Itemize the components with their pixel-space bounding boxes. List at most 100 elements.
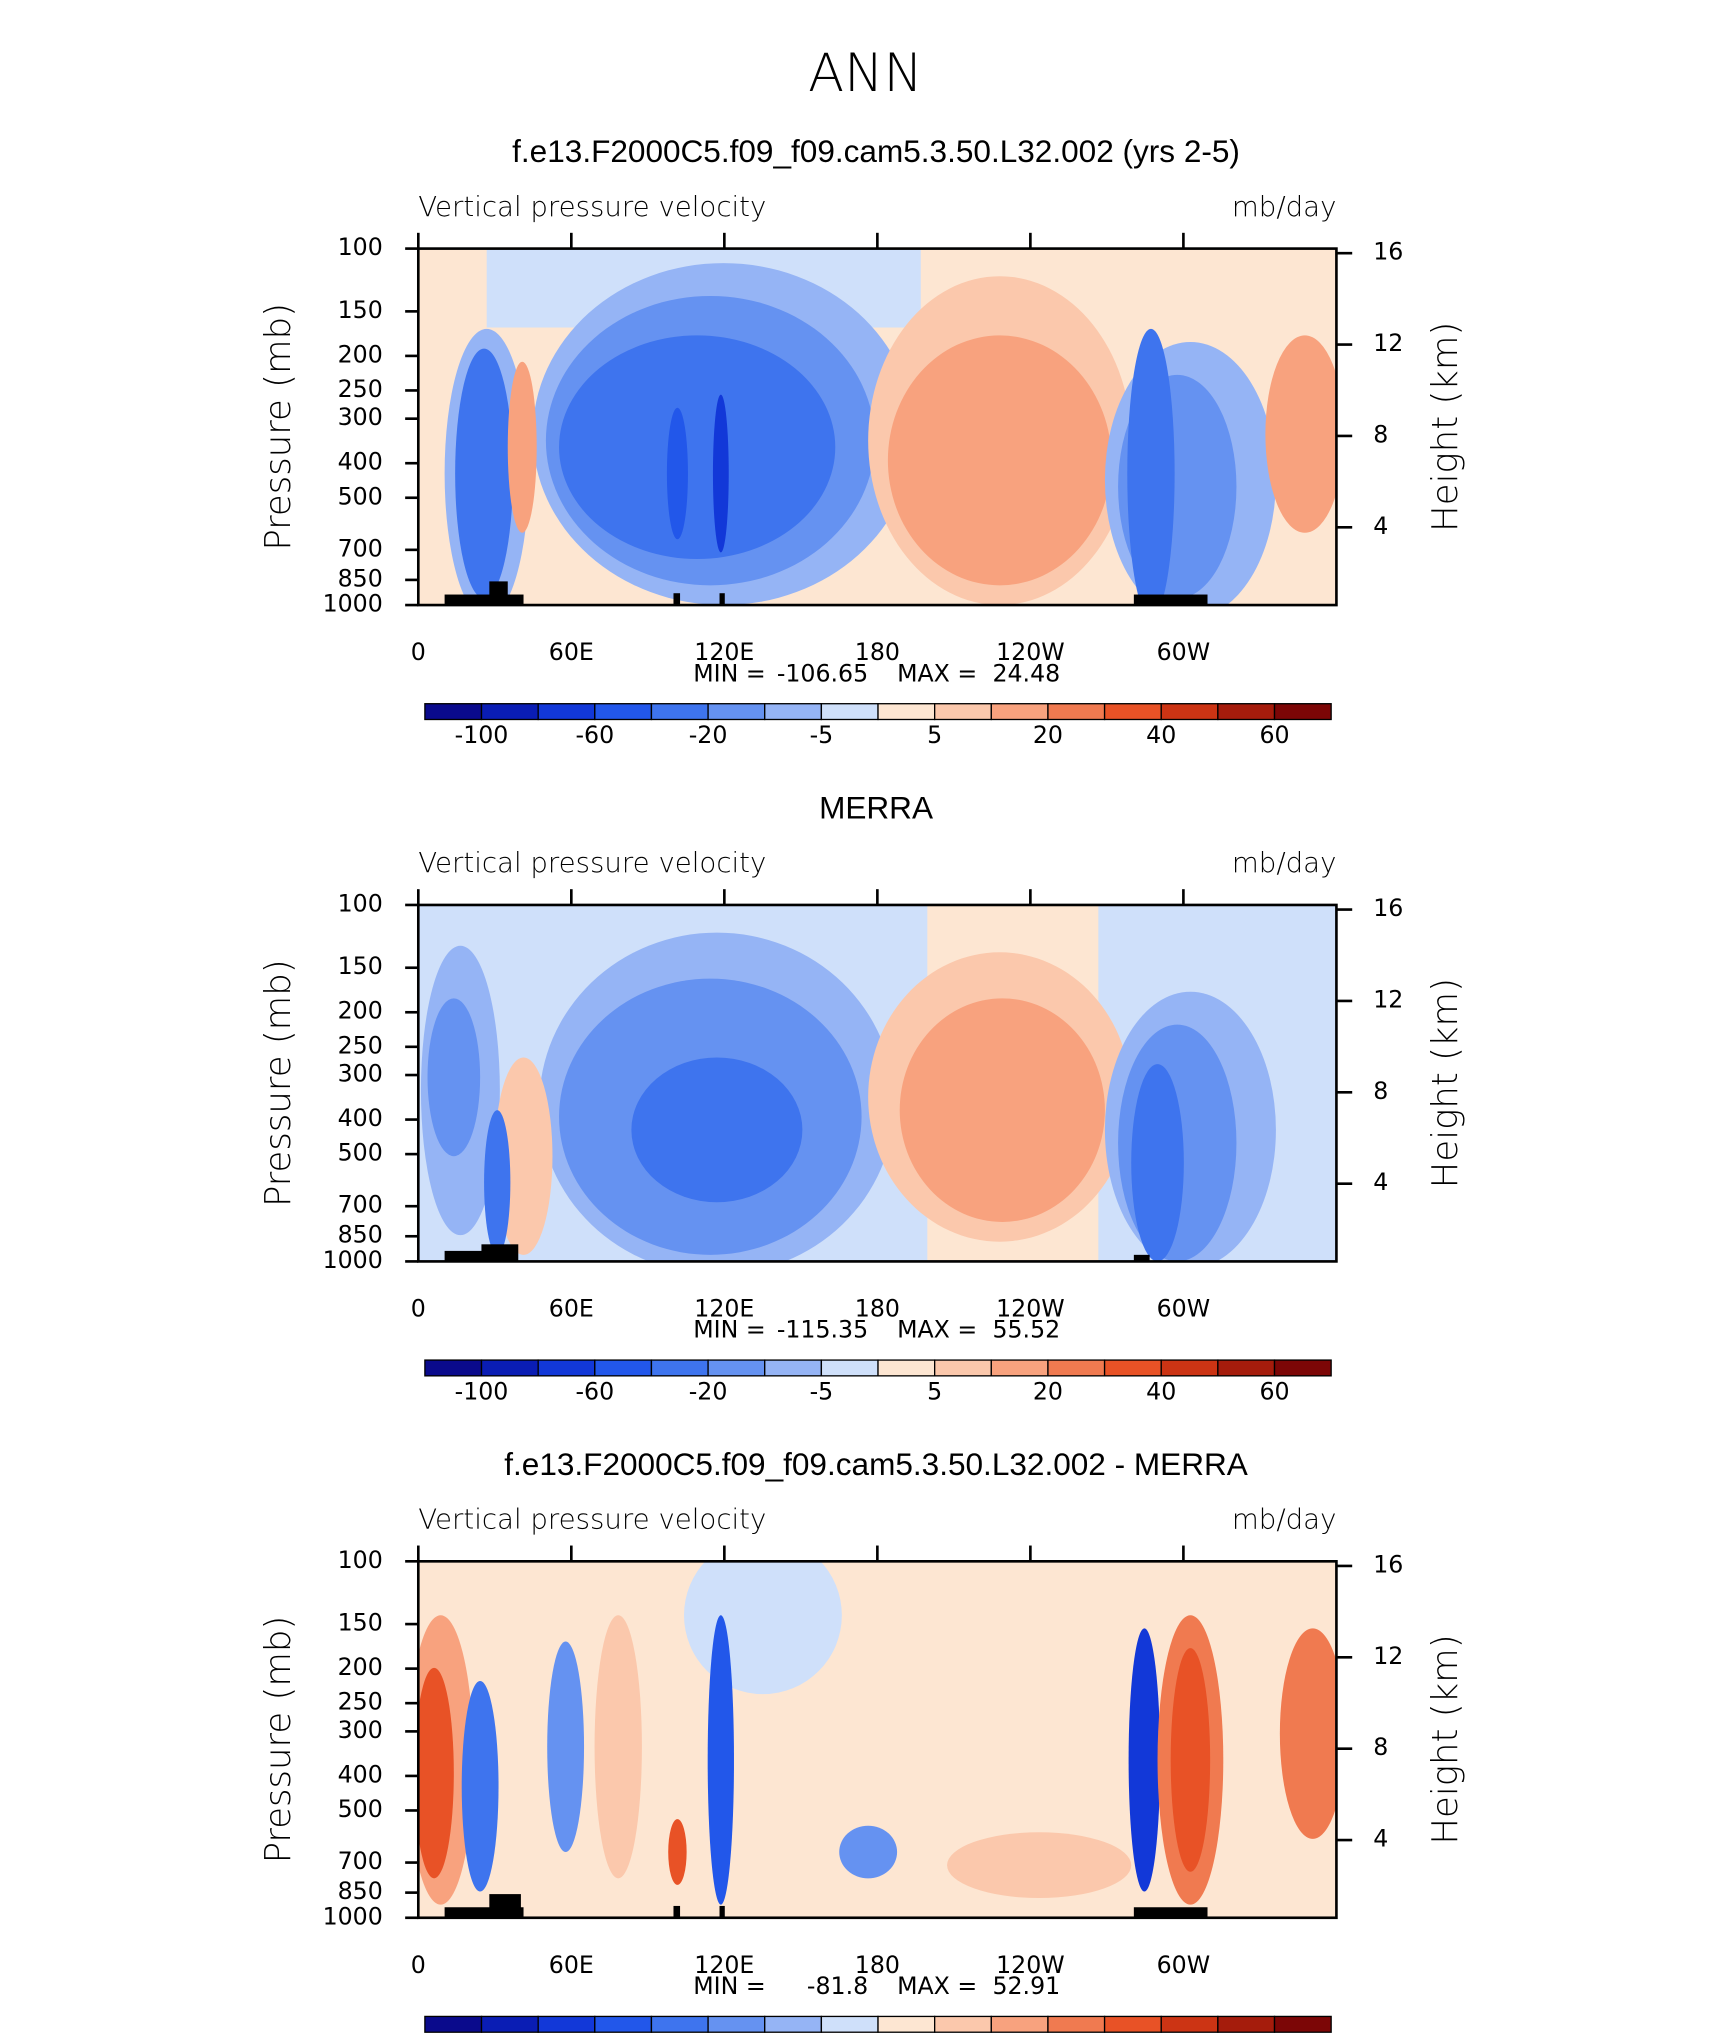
max-label: MAX = — [897, 1972, 977, 2000]
y-tick-label: 100 — [338, 1546, 383, 1574]
x-tick-label: 180 — [855, 1951, 900, 1979]
y-tick-label: 100 — [338, 889, 383, 917]
y-tick-label: 500 — [338, 1139, 383, 1167]
x-tick-label: 180 — [855, 638, 900, 666]
x-tick-label: 60E — [549, 1295, 594, 1323]
colorbar-label: 15 — [1033, 2034, 1063, 2038]
y-tick-label: 850 — [338, 564, 383, 592]
colorbar-label: -5 — [810, 1377, 834, 1405]
y-tick-label: 400 — [338, 1104, 383, 1132]
colorbar-swatch — [424, 2015, 483, 2033]
colorbar-swatch — [1047, 1359, 1106, 1377]
y-tick-label: 250 — [338, 375, 383, 403]
max-value: 24.48 — [992, 659, 1060, 687]
y-tick-label: 700 — [338, 1191, 383, 1219]
panel: f.e13.F2000C5.f09_f09.cam5.3.50.L32.002 … — [258, 1446, 1466, 2038]
colorbar-swatch — [1103, 1359, 1162, 1377]
y-tick-label: 150 — [338, 1609, 383, 1637]
panel-title: f.e13.F2000C5.f09_f09.cam5.3.50.L32.002 … — [512, 133, 1240, 169]
y-tick-label: 250 — [338, 1688, 383, 1716]
y2-tick-label: 4 — [1373, 1825, 1388, 1853]
min-value: -106.65 — [777, 659, 868, 687]
colorbar-swatch — [424, 703, 483, 721]
colorbar-label: -60 — [575, 1377, 614, 1405]
colorbar-swatch — [1103, 2015, 1162, 2033]
y-tick-label: 850 — [338, 1877, 383, 1905]
max-label: MAX = — [897, 659, 977, 687]
colorbar-swatch — [990, 2015, 1049, 2033]
y-tick-label: 300 — [338, 1716, 383, 1744]
colorbar-label: -100 — [455, 721, 509, 749]
colorbar-label: 10 — [976, 2034, 1006, 2038]
y-tick-label: 700 — [338, 534, 383, 562]
colorbar-swatch — [764, 703, 823, 721]
colorbar-swatch — [1217, 2015, 1276, 2033]
y-axis-label: Pressure (mb) — [258, 959, 299, 1207]
y-tick-label: 850 — [338, 1221, 383, 1249]
colorbar-swatch — [594, 1359, 653, 1377]
colorbar-label: 40 — [1203, 2034, 1233, 2038]
colorbar-swatch — [424, 1359, 483, 1377]
colorbar-swatch — [537, 703, 596, 721]
colorbar-swatch — [877, 1359, 936, 1377]
colorbar-label: 20 — [1033, 1377, 1063, 1405]
colorbar-swatch — [934, 1359, 992, 1377]
colorbar-swatch — [480, 1359, 539, 1377]
panel-title: MERRA — [819, 790, 933, 826]
y-tick-label: 1000 — [323, 1902, 383, 1930]
colorbar-label: 5 — [927, 1377, 942, 1405]
colorbar-label: -20 — [689, 721, 728, 749]
colorbar-swatch — [820, 703, 879, 721]
colorbar-label: 0 — [870, 2034, 885, 2038]
colorbar-swatch — [1273, 2015, 1332, 2033]
y2-axis-label: Height (km) — [1425, 322, 1466, 532]
y-tick-label: 150 — [338, 296, 383, 324]
y2-tick-label: 8 — [1373, 1733, 1388, 1761]
x-tick-label: 120E — [694, 1951, 754, 1979]
x-tick-label: 0 — [411, 1295, 426, 1323]
colorbar-swatch — [1273, 703, 1332, 721]
colorbar-label: 5 — [927, 2034, 942, 2038]
x-tick-label: 60W — [1157, 1951, 1211, 1979]
y2-tick-label: 16 — [1373, 894, 1403, 922]
x-tick-label: 60W — [1157, 638, 1211, 666]
colorbar-swatch — [1160, 1359, 1219, 1377]
y-tick-label: 200 — [338, 997, 383, 1025]
colorbar-swatch — [650, 1359, 709, 1377]
colorbar-label: -50 — [462, 2034, 501, 2038]
y2-tick-label: 16 — [1373, 1550, 1403, 1578]
x-tick-label: 120E — [694, 638, 754, 666]
min-label: MIN = — [693, 1316, 765, 1344]
panel-title: f.e13.F2000C5.f09_f09.cam5.3.50.L32.002 … — [504, 1446, 1248, 1482]
y-tick-label: 700 — [338, 1847, 383, 1875]
colorbar-swatch — [877, 703, 936, 721]
colorbar-label: 5 — [927, 721, 942, 749]
y2-tick-label: 8 — [1373, 1077, 1388, 1105]
colorbar-swatch — [707, 703, 766, 721]
colorbar-label: -5 — [810, 2034, 834, 2038]
y2-tick-label: 8 — [1373, 420, 1388, 448]
colorbar-swatch — [934, 703, 992, 721]
y-tick-label: 500 — [338, 482, 383, 510]
colorbar-swatch — [1217, 703, 1276, 721]
colorbar-swatch — [480, 2015, 539, 2033]
colorbar-swatch — [707, 1359, 766, 1377]
y-tick-label: 200 — [338, 340, 383, 368]
colorbar-label: -60 — [575, 721, 614, 749]
colorbar-label: 20 — [1090, 2034, 1120, 2038]
colorbar-label: 50 — [1259, 2034, 1289, 2038]
y-tick-label: 100 — [338, 233, 383, 261]
y2-tick-label: 4 — [1373, 1168, 1388, 1196]
colorbar-label: -100 — [455, 1377, 509, 1405]
max-value: 55.52 — [992, 1316, 1060, 1344]
colorbar-swatch — [1160, 2015, 1219, 2033]
y-tick-label: 1000 — [323, 1246, 383, 1274]
min-value: -81.8 — [807, 1972, 868, 2000]
colorbar-swatch — [1103, 703, 1162, 721]
colorbar-swatch — [764, 1359, 823, 1377]
x-tick-label: 120W — [996, 1295, 1065, 1323]
colorbar-swatch — [1047, 703, 1106, 721]
y-tick-label: 150 — [338, 952, 383, 980]
y2-axis-label: Height (km) — [1425, 978, 1466, 1188]
